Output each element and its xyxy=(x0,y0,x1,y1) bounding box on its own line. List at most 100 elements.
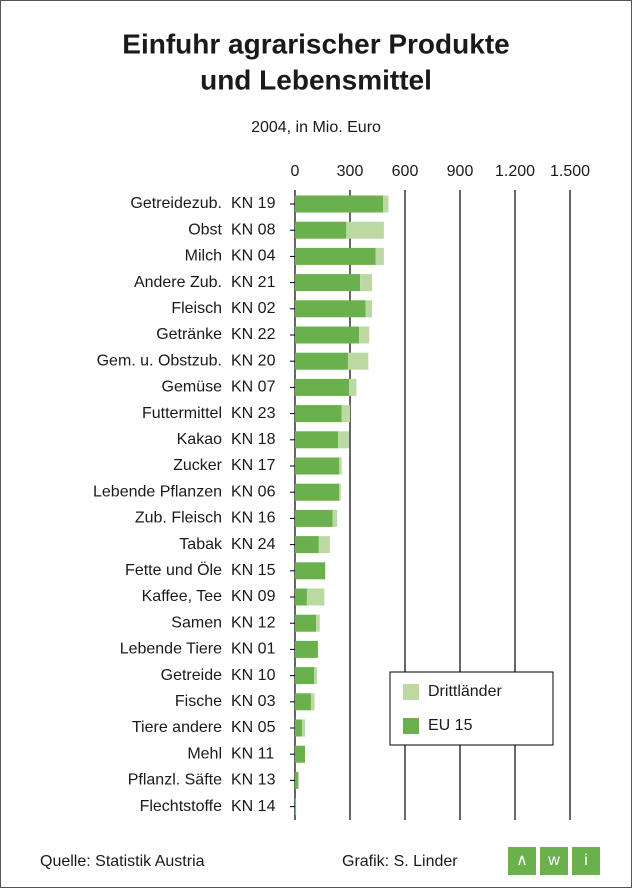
y-tick-label: Obst xyxy=(188,221,222,238)
y-tick-code: KN 11 xyxy=(231,745,274,762)
bar-segment xyxy=(295,484,339,501)
bar-segment xyxy=(366,300,372,317)
bar-segment xyxy=(376,248,384,265)
bar-segment xyxy=(295,274,360,291)
y-tick-code: KN 08 xyxy=(231,221,276,238)
y-tick-code: KN 22 xyxy=(231,326,276,343)
bar-segment xyxy=(349,379,356,396)
y-tick-code: KN 12 xyxy=(231,614,276,631)
x-tick-label: 900 xyxy=(447,163,474,180)
bar-segment xyxy=(295,615,316,632)
y-tick-code: KN 15 xyxy=(231,562,276,579)
bar-segment xyxy=(295,405,342,422)
bar-segment xyxy=(295,667,314,684)
x-tick-label: 0 xyxy=(291,163,300,180)
y-tick-code: KN 20 xyxy=(231,352,276,369)
x-tick-label: 600 xyxy=(392,163,419,180)
y-tick-code: KN 10 xyxy=(231,667,276,684)
y-tick-label: Milch xyxy=(185,248,222,265)
y-tick-label: Gem. u. Obstzub. xyxy=(97,352,222,369)
y-tick-label: Kakao xyxy=(177,431,222,448)
x-tick-label: 1.200 xyxy=(495,163,535,180)
bar-segment xyxy=(295,589,307,606)
y-tick-code: KN 05 xyxy=(231,719,276,736)
chart-title: Einfuhr agrarischer Produkte xyxy=(122,28,509,59)
bar-segment xyxy=(316,615,320,632)
credit: Grafik: S. Linder xyxy=(342,853,458,870)
bar-segment xyxy=(295,562,325,579)
bar-segment xyxy=(295,248,376,265)
bar-segment xyxy=(295,431,338,448)
chart-title: und Lebensmittel xyxy=(200,64,432,95)
y-tick-label: Gemüse xyxy=(162,379,223,396)
y-tick-label: Flechtstoffe xyxy=(140,798,223,815)
bar-segment xyxy=(295,510,333,527)
y-tick-code: KN 14 xyxy=(231,798,276,815)
y-tick-code: KN 07 xyxy=(231,379,276,396)
bar-segment xyxy=(295,222,346,239)
bar-segment xyxy=(311,693,315,710)
x-tick-label: 300 xyxy=(337,163,364,180)
y-tick-label: Lebende Pflanzen xyxy=(93,483,222,500)
bar-segment xyxy=(295,536,319,553)
legend-label: EU 15 xyxy=(428,717,473,734)
bar-segment xyxy=(307,589,324,606)
y-tick-code: KN 17 xyxy=(231,457,276,474)
bar-segment xyxy=(339,458,342,475)
bar-segment xyxy=(346,222,384,239)
y-tick-code: KN 03 xyxy=(231,693,276,710)
y-tick-code: KN 04 xyxy=(231,248,276,265)
bar-segment xyxy=(319,536,330,553)
y-tick-label: Pflanzl. Säfte xyxy=(128,772,222,789)
legend-swatch xyxy=(403,684,419,700)
logo-letter: w xyxy=(547,852,560,869)
bar-segment xyxy=(295,693,311,710)
y-tick-code: KN 01 xyxy=(231,641,276,658)
bar-segment xyxy=(295,300,366,317)
bar-segment xyxy=(339,484,341,501)
y-tick-code: KN 21 xyxy=(231,274,276,291)
y-tick-code: KN 23 xyxy=(231,405,276,422)
y-tick-code: KN 02 xyxy=(231,300,276,317)
y-tick-label: Mehl xyxy=(187,745,222,762)
bar-segment xyxy=(295,772,298,789)
y-tick-label: Lebende Tiere xyxy=(120,641,222,658)
y-tick-label: Getreidezub. xyxy=(130,195,222,212)
y-tick-code: KN 24 xyxy=(231,536,276,553)
legend-swatch xyxy=(403,718,419,734)
bar-segment xyxy=(295,798,296,815)
bar-segment xyxy=(295,458,339,475)
bar-segment xyxy=(295,327,359,344)
y-tick-code: KN 06 xyxy=(231,483,276,500)
bar-segment xyxy=(360,274,372,291)
source: Quelle: Statistik Austria xyxy=(40,853,205,870)
y-tick-label: Tabak xyxy=(179,536,223,553)
y-tick-label: Tiere andere xyxy=(132,719,222,736)
bar-segment xyxy=(314,667,317,684)
logo-letter: ∧ xyxy=(516,852,528,869)
bar-segment xyxy=(295,720,302,737)
y-tick-code: KN 19 xyxy=(231,195,276,212)
y-tick-label: Zucker xyxy=(173,457,223,474)
y-tick-label: Andere Zub. xyxy=(134,274,222,291)
bar-segment xyxy=(338,431,349,448)
bar-segment xyxy=(342,405,350,422)
y-tick-label: Futtermittel xyxy=(142,405,222,422)
logo-letter: i xyxy=(584,852,588,869)
bar-segment xyxy=(348,353,368,370)
y-tick-label: Fleisch xyxy=(171,300,222,317)
bar-segment xyxy=(333,510,338,527)
y-tick-code: KN 13 xyxy=(231,772,276,789)
y-tick-label: Samen xyxy=(171,614,222,631)
bar-segment xyxy=(383,196,389,213)
y-tick-code: KN 16 xyxy=(231,510,276,527)
y-tick-label: Zub. Fleisch xyxy=(135,510,222,527)
bar-segment xyxy=(302,720,305,737)
subtitle: 2004, in Mio. Euro xyxy=(251,119,381,136)
bar-segment xyxy=(359,327,369,344)
bar-segment xyxy=(295,196,383,213)
bar-segment xyxy=(295,353,348,370)
y-tick-label: Fische xyxy=(175,693,222,710)
bar-segment xyxy=(298,772,299,789)
